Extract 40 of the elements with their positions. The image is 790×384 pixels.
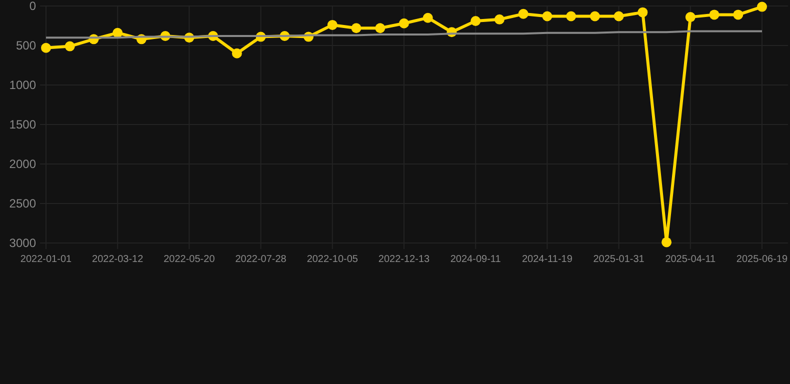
x-tick-label: 2025-06-19 — [736, 254, 788, 265]
x-tick-label: 2024-09-11 — [450, 254, 502, 265]
point — [685, 12, 696, 22]
x-tick-label: 2022-12-13 — [378, 254, 430, 265]
point — [64, 41, 75, 52]
y-tick-label: 0 — [29, 0, 36, 14]
x-tick-label: 2022-01-01 — [20, 254, 72, 265]
point — [757, 2, 767, 12]
point — [422, 12, 433, 23]
point — [351, 23, 362, 34]
point — [470, 16, 481, 26]
y-tick-label: 1500 — [9, 118, 36, 132]
point — [41, 42, 51, 53]
y-tick-label: 2500 — [9, 196, 36, 211]
x-tick-label: 2022-10-05 — [306, 254, 358, 265]
y-tick-label: 2000 — [9, 157, 36, 172]
point — [399, 18, 409, 28]
point — [566, 11, 576, 22]
point — [375, 23, 386, 34]
point — [638, 7, 648, 18]
x-tick-label: 2022-07-28 — [235, 254, 287, 265]
y-tick-label: 1000 — [9, 78, 36, 92]
point — [590, 11, 600, 22]
y-tick-label: 3000 — [9, 236, 36, 250]
point — [232, 48, 242, 58]
point — [662, 237, 672, 248]
x-tick-label: 2022-03-12 — [92, 254, 144, 265]
point — [112, 28, 123, 38]
x-tick-label: 2025-04-11 — [665, 254, 716, 265]
x-tick-label: 2025-01-31 — [593, 254, 645, 265]
point — [614, 11, 624, 22]
x-tick-label: 2022-05-20 — [164, 254, 216, 265]
point — [494, 14, 504, 24]
point — [542, 11, 552, 22]
x-tick-label: 2024-11-19 — [522, 254, 573, 265]
y-tick-label: 500 — [16, 38, 36, 53]
point — [518, 8, 528, 19]
point — [709, 10, 720, 20]
point — [327, 20, 338, 30]
point — [733, 10, 744, 20]
